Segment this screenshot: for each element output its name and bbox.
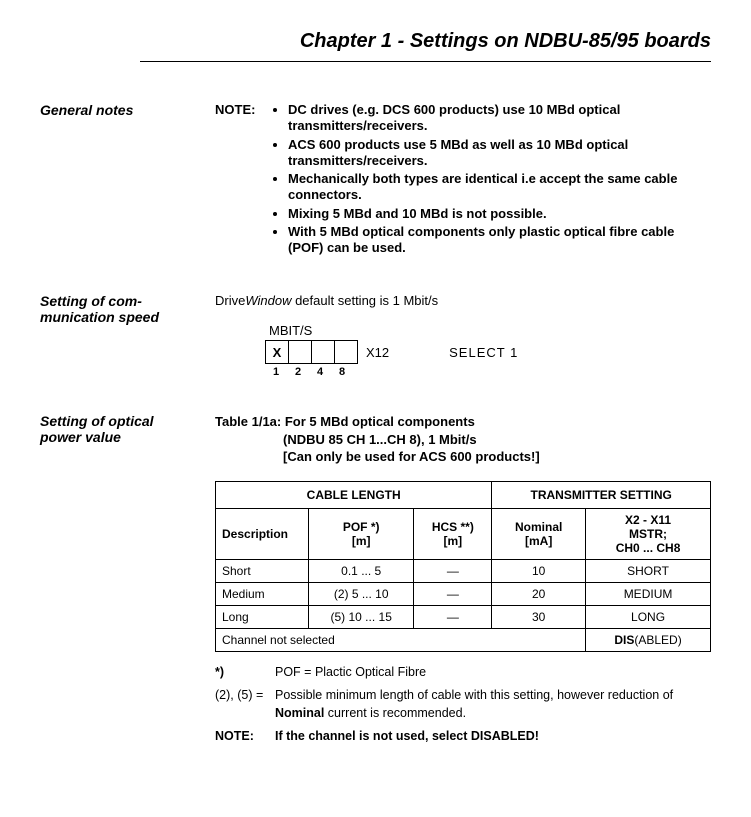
mbit-label: MBIT/S (269, 323, 711, 338)
table-cell: (5) 10 ... 15 (309, 605, 414, 628)
mbit-block: MBIT/S X X12 SELECT 1 1 2 4 8 (265, 323, 711, 378)
table-header-nominal: Nominal [mA] (492, 508, 586, 559)
footnote-key: *) (215, 664, 275, 682)
table-cell: Long (216, 605, 309, 628)
mbit-num: 1 (265, 366, 287, 378)
general-notes-content: NOTE: DC drives (e.g. DCS 600 products) … (215, 102, 711, 258)
footnote-text: If the channel is not used, select DISAB… (275, 728, 539, 746)
table-header-x2: X2 - X11 MSTR; CH0 ... CH8 (586, 508, 711, 559)
table-cell: 10 (492, 559, 586, 582)
table-row: Description POF *) [m] HCS **) [m] Nomin… (216, 508, 711, 559)
table-cell: 0.1 ... 5 (309, 559, 414, 582)
optical-power-content: Table 1/1a: For 5 MBd optical components… (215, 413, 711, 752)
mbit-boxes: X (265, 340, 358, 364)
mbit-cell: X (266, 341, 289, 363)
chapter-title: Chapter 1 - Settings on NDBU-85/95 board… (140, 30, 711, 62)
mbit-num: 4 (309, 366, 331, 378)
optical-power-table: CABLE LENGTH TRANSMITTER SETTING Descrip… (215, 481, 711, 652)
comm-speed-content: DriveWindow default setting is 1 Mbit/s … (215, 293, 711, 378)
section-general-notes: General notes NOTE: DC drives (e.g. DCS … (40, 102, 711, 258)
footnote-key: NOTE: (215, 728, 275, 746)
mbit-num: 8 (331, 366, 353, 378)
mbit-x12: X12 (366, 345, 389, 360)
section-label-comm: Setting of com- munication speed (40, 293, 215, 378)
section-label-optical: Setting of optical power value (40, 413, 215, 752)
table-header-desc: Description (216, 508, 309, 559)
table-header-pof: POF *) [m] (309, 508, 414, 559)
note-bullets: DC drives (e.g. DCS 600 products) use 10… (270, 102, 711, 258)
table-cell: — (414, 582, 492, 605)
table-cell: Medium (216, 582, 309, 605)
footnote-alt: (2), (5) = Possible minimum length of ca… (215, 687, 711, 722)
table-cell: DIS(ABLED) (586, 628, 711, 651)
table-cell: 20 (492, 582, 586, 605)
table-row: Medium (2) 5 ... 10 — 20 MEDIUM (216, 582, 711, 605)
bullet-item: DC drives (e.g. DCS 600 products) use 10… (288, 102, 711, 135)
drive-window-line: DriveWindow default setting is 1 Mbit/s (215, 293, 711, 308)
mbit-cell (289, 341, 312, 363)
table-cell: LONG (586, 605, 711, 628)
mbit-cell (335, 341, 357, 363)
table-row: Long (5) 10 ... 15 — 30 LONG (216, 605, 711, 628)
table-cell: SHORT (586, 559, 711, 582)
mbit-num: 2 (287, 366, 309, 378)
table-cell: Short (216, 559, 309, 582)
table-cell: — (414, 559, 492, 582)
table-header-trans: TRANSMITTER SETTING (492, 481, 711, 508)
table-cell: — (414, 605, 492, 628)
mbit-cell (312, 341, 335, 363)
table-header-hcs: HCS **) [m] (414, 508, 492, 559)
footnote-text: Possible minimum length of cable with th… (275, 687, 711, 722)
bullet-item: With 5 MBd optical components only plast… (288, 224, 711, 257)
table-row: Short 0.1 ... 5 — 10 SHORT (216, 559, 711, 582)
table-header-cable: CABLE LENGTH (216, 481, 492, 508)
footnote-note: NOTE: If the channel is not used, select… (215, 728, 711, 746)
footnotes: *) POF = Plactic Optical Fibre (2), (5) … (215, 664, 711, 746)
section-label-general: General notes (40, 102, 215, 258)
table-row: CABLE LENGTH TRANSMITTER SETTING (216, 481, 711, 508)
table-cell: (2) 5 ... 10 (309, 582, 414, 605)
section-optical-power: Setting of optical power value Table 1/1… (40, 413, 711, 752)
bullet-item: ACS 600 products use 5 MBd as well as 10… (288, 137, 711, 170)
table-cell: Channel not selected (216, 628, 586, 651)
footnote-pof: *) POF = Plactic Optical Fibre (215, 664, 711, 682)
table-row: Channel not selected DIS(ABLED) (216, 628, 711, 651)
bullet-item: Mechanically both types are identical i.… (288, 171, 711, 204)
table-cell: 30 (492, 605, 586, 628)
mbit-nums: 1 2 4 8 (265, 366, 711, 378)
table-caption: Table 1/1a: For 5 MBd optical components… (215, 413, 711, 466)
footnote-key: (2), (5) = (215, 687, 275, 722)
section-comm-speed: Setting of com- munication speed DriveWi… (40, 293, 711, 378)
footnote-text: POF = Plactic Optical Fibre (275, 664, 426, 682)
bullet-item: Mixing 5 MBd and 10 MBd is not possible. (288, 206, 711, 222)
mbit-select: SELECT 1 (449, 345, 518, 360)
note-head: NOTE: (215, 102, 270, 258)
table-cell: MEDIUM (586, 582, 711, 605)
